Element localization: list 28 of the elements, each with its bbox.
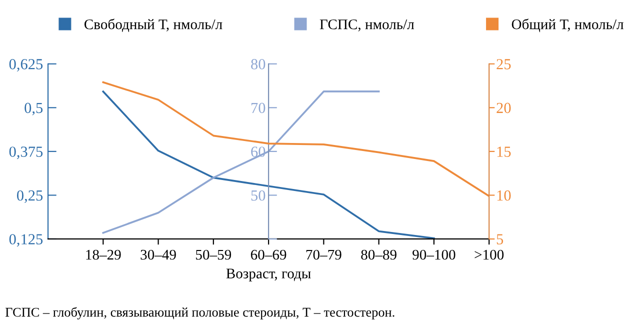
x-tick-label: 18–29 <box>86 250 121 260</box>
y3-tick-label: 15 <box>497 146 511 157</box>
legend-label: Общий Т, нмоль/л <box>512 18 624 32</box>
y-tick-label: 0,125 <box>9 234 43 247</box>
x-axis-title: Возраст, годы <box>226 268 311 282</box>
x-tick-label: 50–59 <box>196 250 232 260</box>
text: ГСПС – глобулин, связывающий половые стероиды, Т – тестостерон. <box>5 307 394 320</box>
y2-tick-label: 50 <box>251 190 266 201</box>
legend-label: Свободный Т, нмоль/л <box>84 18 222 32</box>
x-tick-label: 80–89 <box>361 250 396 260</box>
y-tick-label: 0,5 <box>24 102 43 116</box>
y3-tick-label: 25 <box>496 59 511 70</box>
y2-tick-label: 70 <box>252 102 266 114</box>
line-series <box>102 90 380 234</box>
x-tick-label: >100 <box>474 250 504 260</box>
y3-tick-label: 10 <box>497 190 511 201</box>
x-tick-label: 60–69 <box>250 250 286 260</box>
legend-label: ГСПС, нмоль/л <box>320 19 414 32</box>
y3-tick-label: 20 <box>496 102 511 114</box>
x-tick-label: 70–79 <box>306 250 342 260</box>
y-tick-label: 0,375 <box>9 146 43 160</box>
x-tick-label: 90–100 <box>412 250 456 260</box>
line-series <box>102 90 435 239</box>
y-tick-label: 0,25 <box>17 190 43 203</box>
y3-tick-label: 5 <box>496 234 504 244</box>
x-tick-label: 30–49 <box>140 250 176 260</box>
y2-tick-label: 80 <box>251 59 266 70</box>
y-tick-label: 0,625 <box>9 59 43 72</box>
